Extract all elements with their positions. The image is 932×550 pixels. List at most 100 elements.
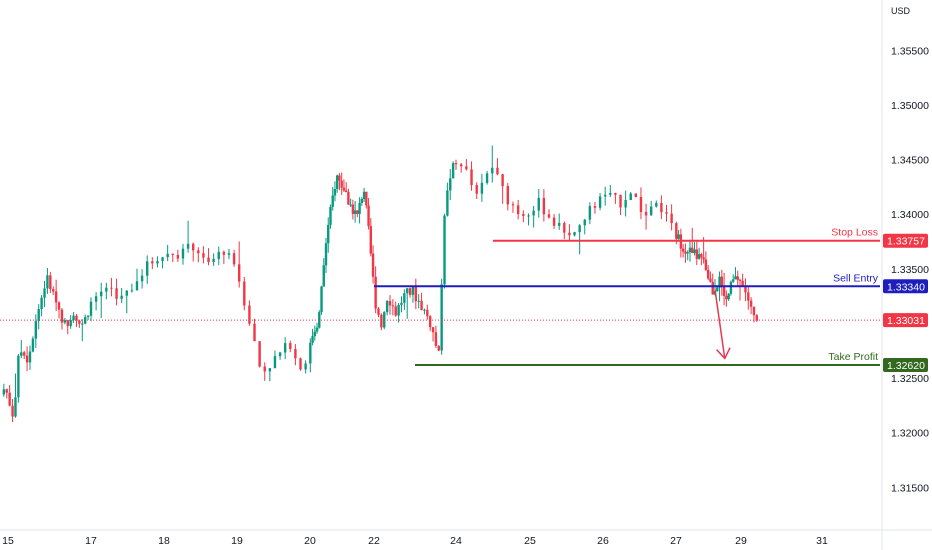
candle-body bbox=[614, 192, 617, 195]
candle-body bbox=[43, 288, 46, 298]
take-profit-tag-bg bbox=[883, 357, 928, 372]
sell-entry-tag-bg bbox=[883, 279, 928, 294]
current-price: 1.33031 bbox=[887, 315, 925, 327]
candle-body bbox=[202, 253, 205, 258]
candle-body bbox=[304, 363, 307, 370]
price-tick-label: 1.31500 bbox=[891, 482, 929, 494]
candle-body bbox=[465, 166, 468, 170]
candle-body bbox=[609, 192, 612, 195]
candle-body bbox=[156, 261, 159, 264]
currency-label: USD bbox=[891, 6, 911, 16]
candle-body bbox=[588, 206, 592, 220]
candle-body bbox=[130, 290, 134, 292]
candle-body bbox=[232, 253, 236, 265]
candle-body bbox=[400, 302, 403, 305]
candle-body bbox=[237, 264, 241, 282]
candle-body bbox=[388, 301, 392, 306]
date-tick-label: 29 bbox=[735, 535, 747, 547]
price-tick-label: 1.35500 bbox=[891, 45, 929, 57]
candle-body bbox=[727, 293, 730, 300]
price-tick-label: 1.32000 bbox=[891, 428, 929, 440]
candle-body bbox=[684, 251, 687, 254]
price-axis[interactable]: USD 1.35500 1.35000 1.34500 1.34000 1.33500 1… bbox=[883, 6, 929, 494]
candle-body bbox=[37, 309, 40, 322]
candle-body bbox=[578, 225, 581, 233]
candle-body bbox=[57, 302, 61, 310]
candle-body bbox=[263, 366, 266, 372]
candle-body bbox=[17, 355, 20, 398]
stop-loss-tag-bg bbox=[883, 233, 928, 248]
candle-body bbox=[49, 275, 52, 290]
price-tick-label: 1.35000 bbox=[891, 100, 929, 112]
candle-body bbox=[573, 232, 576, 236]
candle-body bbox=[738, 279, 742, 281]
candle-body bbox=[125, 290, 128, 296]
candle-body bbox=[428, 316, 432, 328]
stop-loss-tag: 1.33757 bbox=[883, 233, 928, 248]
candle-body bbox=[695, 249, 698, 259]
stop-loss-price: 1.33757 bbox=[887, 236, 925, 248]
candle-body bbox=[706, 269, 710, 279]
candle-body bbox=[527, 215, 530, 217]
candle-body bbox=[115, 288, 118, 299]
candle-body bbox=[83, 317, 87, 324]
candle-body bbox=[747, 292, 750, 301]
date-tick-label: 24 bbox=[450, 535, 462, 547]
candle-body bbox=[217, 251, 220, 259]
price-tick-label: 1.32500 bbox=[891, 373, 929, 385]
candle-body bbox=[670, 213, 673, 224]
candle-body bbox=[537, 197, 540, 211]
candle-body bbox=[75, 315, 78, 321]
candle-body bbox=[380, 314, 383, 328]
candle-body bbox=[171, 253, 174, 255]
candle-body bbox=[81, 323, 84, 325]
sell-arrow bbox=[714, 289, 731, 360]
date-tick-label: 27 bbox=[670, 535, 682, 547]
candle-body bbox=[406, 288, 409, 294]
candle-body bbox=[353, 210, 357, 214]
candle-body bbox=[451, 163, 455, 179]
candle-body bbox=[423, 309, 426, 311]
candle-body bbox=[414, 286, 418, 302]
candle-body bbox=[140, 275, 144, 282]
candle-body bbox=[367, 205, 370, 227]
candle-body bbox=[417, 300, 420, 302]
price-tick-label: 1.34500 bbox=[891, 155, 929, 167]
candle-body bbox=[333, 189, 337, 196]
candle-body bbox=[11, 405, 14, 417]
candle-body bbox=[639, 196, 643, 213]
time-axis[interactable]: 15 17 18 19 20 22 24 25 26 27 29 31 bbox=[2, 535, 828, 547]
candle-body bbox=[25, 355, 29, 363]
candle-body bbox=[294, 348, 297, 359]
candle-body bbox=[278, 352, 282, 357]
candle-body bbox=[619, 194, 622, 208]
date-tick-label: 20 bbox=[304, 535, 316, 547]
date-tick-label: 26 bbox=[597, 535, 609, 547]
candle-body bbox=[394, 306, 397, 316]
candle-body bbox=[552, 217, 556, 226]
price-tick-label: 1.33500 bbox=[891, 264, 929, 276]
candle-body bbox=[327, 224, 330, 244]
candle-body bbox=[741, 280, 744, 287]
candle-body bbox=[511, 204, 515, 206]
date-tick-label: 18 bbox=[158, 535, 170, 547]
candle-body bbox=[120, 295, 123, 299]
candle-body bbox=[40, 297, 43, 310]
candle-body bbox=[542, 197, 546, 215]
price-tick-label: 1.34000 bbox=[891, 209, 929, 221]
candle-body bbox=[283, 343, 287, 353]
candle-body bbox=[725, 295, 728, 300]
candle-body bbox=[100, 291, 103, 297]
candle-body bbox=[665, 212, 668, 214]
candle-body bbox=[443, 215, 446, 285]
candle-body bbox=[755, 315, 758, 321]
candle-body bbox=[593, 206, 597, 208]
sell-entry-label: Sell Entry bbox=[833, 272, 879, 284]
candle-body bbox=[192, 243, 195, 251]
candle-body bbox=[485, 173, 489, 183]
sell-entry-price: 1.33340 bbox=[887, 281, 925, 293]
candle-body bbox=[89, 301, 93, 316]
candle-body bbox=[496, 167, 499, 175]
candle-body bbox=[360, 198, 364, 203]
